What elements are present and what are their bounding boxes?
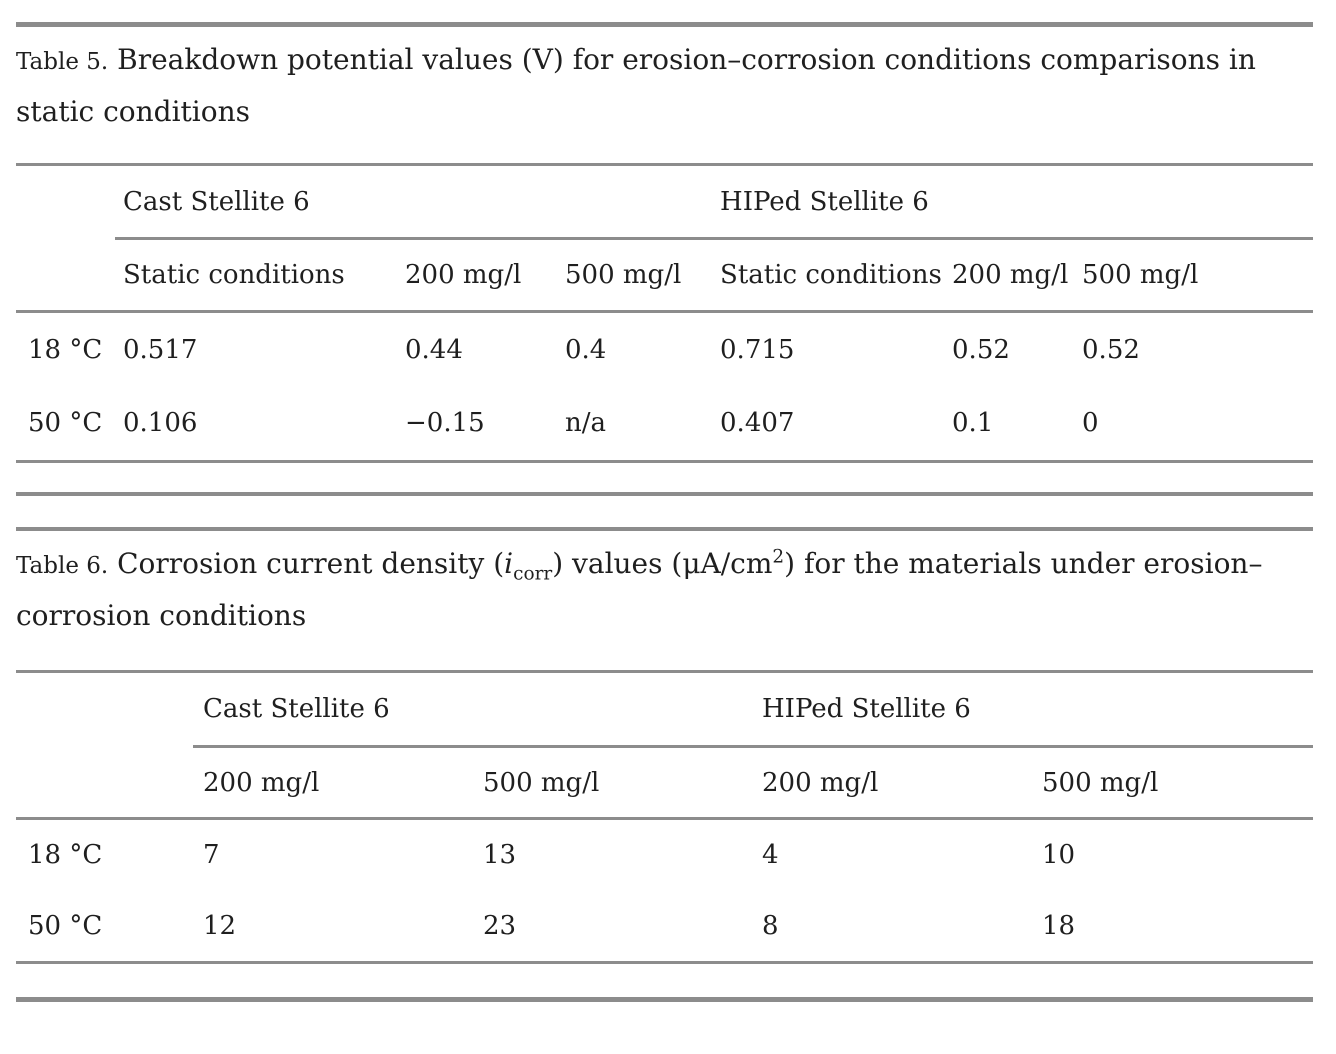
row-label-18c: 18 °C [28, 334, 103, 365]
table6-col-200mgl-hiped: 200 mg/l [752, 746, 1032, 820]
table6-caption-number: Table 6. [16, 553, 109, 579]
row-label-50c: 50 °C [28, 910, 103, 941]
table5-cell: 0.517 [123, 334, 198, 365]
table5-cell: −0.15 [405, 408, 485, 439]
table6-cell: 18 [1042, 910, 1076, 941]
table6-corner-cell [16, 672, 193, 747]
table5-col-500mgl-cast: 500 mg/l [557, 238, 713, 313]
table6-caption-units: ) values (μA/cm [552, 547, 773, 580]
table6-col-500mgl-cast: 500 mg/l [473, 746, 752, 820]
table6-section-start-bar [16, 527, 1313, 531]
paper-page: Table 5. Breakdown potential values (V) … [0, 22, 1336, 1054]
table5-cell: 0.4 [565, 334, 607, 365]
table5-cell: 0.44 [405, 334, 463, 365]
table5-group-hiped-stellite: HIPed Stellite 6 [712, 164, 1314, 240]
table5-group-header-row: Cast Stellite 6 HIPed Stellite 6 [16, 164, 1314, 240]
table6-caption-text-end: ) for the materials under erosion–corros… [16, 547, 1263, 632]
table6-col-200mgl-cast: 200 mg/l [193, 746, 473, 820]
table6-cell: 12 [203, 910, 237, 941]
table5-cell: 0 [1082, 408, 1099, 439]
table5-caption: Table 5. Breakdown potential values (V) … [16, 35, 1316, 137]
table5-cell: 0.52 [952, 334, 1010, 365]
table6-cell: 13 [483, 840, 517, 871]
icorr-symbol: i [504, 547, 514, 580]
table5-row-50c: 50 °C 0.106 −0.15 n/a 0.407 0.1 0 [16, 387, 1313, 462]
units-superscript: 2 [772, 546, 785, 568]
table6-row-50c: 50 °C 12 23 8 18 [16, 891, 1313, 963]
table5-row-18c: 18 °C 0.517 0.44 0.4 0.715 0.52 0.52 [16, 312, 1313, 387]
table5-col-200mgl-cast: 200 mg/l [397, 238, 557, 313]
table5-col-200mgl-hiped: 200 mg/l [944, 238, 1075, 313]
table6-cell: 7 [203, 840, 220, 871]
table6-column-header-row: 200 mg/l 500 mg/l 200 mg/l 500 mg/l [16, 746, 1313, 820]
table6-caption-text-start: Corrosion current density ( [117, 547, 505, 580]
table6-group-hiped-stellite: HIPed Stellite 6 [752, 671, 1313, 748]
table5-col-500mgl-hiped: 500 mg/l [1074, 238, 1314, 313]
table5-corner-cell [16, 238, 115, 313]
table6-col-500mgl-hiped: 500 mg/l [1032, 746, 1313, 820]
table5-cell: 0.407 [720, 408, 795, 439]
table6-row-18c: 18 °C 7 13 4 10 [16, 819, 1313, 891]
table5-cell: 0.1 [952, 408, 994, 439]
table5-cell: 0.52 [1082, 334, 1140, 365]
table5-cell: 0.715 [720, 334, 795, 365]
table6-corrosion-current-density: Cast Stellite 6 HIPed Stellite 6 200 mg/… [16, 670, 1313, 964]
table6-cell: 23 [483, 910, 517, 941]
table6-cell: 4 [762, 840, 779, 871]
table6-group-header-row: Cast Stellite 6 HIPed Stellite 6 [16, 671, 1313, 748]
table5-col-static-hiped: Static conditions [712, 238, 945, 313]
table5-cell: 0.106 [123, 408, 198, 439]
page-bottom-rule-bar [16, 997, 1313, 1002]
table5-col-static-cast: Static conditions [115, 238, 397, 313]
row-label-18c: 18 °C [28, 840, 103, 871]
row-label-50c: 50 °C [28, 408, 103, 439]
table5-caption-number: Table 5. [16, 49, 109, 75]
table5-breakdown-potential: Cast Stellite 6 HIPed Stellite 6 Static … [16, 163, 1314, 463]
table6-caption: Table 6. Corrosion current density (icor… [16, 539, 1316, 641]
table5-caption-text: Breakdown potential values (V) for erosi… [16, 43, 1256, 128]
table5-group-cast-stellite: Cast Stellite 6 [115, 164, 713, 240]
table6-cell: 8 [762, 910, 779, 941]
table5-corner-cell [16, 165, 115, 239]
table6-group-cast-stellite: Cast Stellite 6 [193, 671, 752, 748]
table5-cell: n/a [565, 408, 607, 439]
table6-cell: 10 [1042, 840, 1076, 871]
page-top-rule-bar [16, 22, 1313, 27]
table5-section-end-bar [16, 492, 1313, 496]
table6-corner-cell [16, 746, 193, 820]
icorr-subscript: corr [513, 563, 553, 585]
table5-column-header-row: Static conditions 200 mg/l 500 mg/l Stat… [16, 238, 1314, 313]
